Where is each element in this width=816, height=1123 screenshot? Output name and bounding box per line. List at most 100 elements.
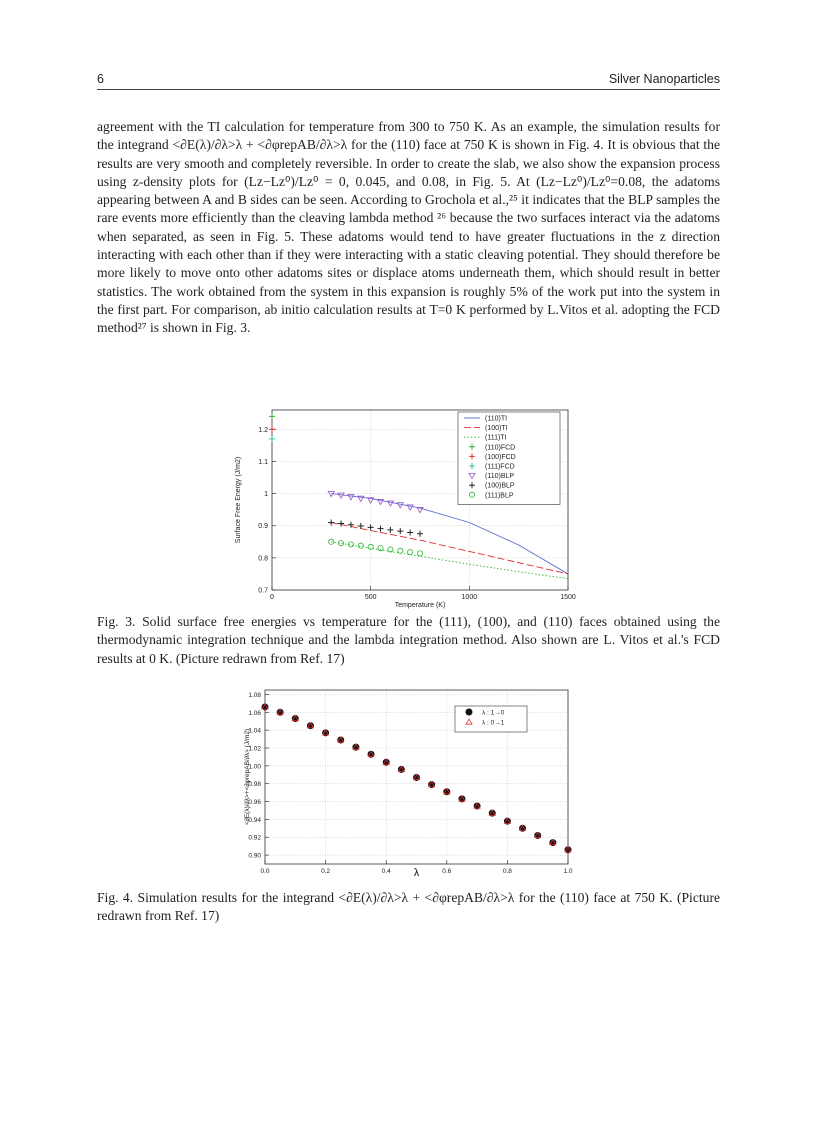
plot-frame [271,409,569,591]
y-tick-label: 0.90 [248,853,261,860]
legend-swatch [469,453,475,460]
y-tick-label: 1 [264,491,268,498]
x-tick-label: 0.0 [260,868,269,875]
data-point [321,729,330,736]
legend-label: (110)TI [485,416,507,423]
y-tick-label: 0.8 [258,555,268,562]
y-axis-label: <∂E(λ)/∂λ>+<∂φrepAB/∂λ> (J/m2) [244,729,251,825]
legend-swatch [468,473,476,480]
data-point [306,721,315,729]
data-point [382,758,390,765]
data-point [549,838,557,846]
y-tick-label: 1.08 [248,692,261,699]
legend-swatch [469,463,475,469]
data-point [291,714,299,722]
data-point [269,413,275,420]
figure-caption: Fig. 4. Simulation results for the integ… [97,890,720,924]
data-point [412,773,421,781]
data-point [261,703,269,710]
x-tick-label: 0 [270,594,274,601]
data-point [357,523,364,530]
data-point [503,817,512,824]
data-point [347,494,355,501]
y-tick-label: 1.04 [248,728,261,735]
data-point [397,528,404,535]
legend-label: (100)BLP [485,483,515,490]
data-point [406,504,414,511]
data-point [376,499,385,506]
data-point [488,809,496,816]
data-point [367,524,374,531]
figure-caption: Fig. 3. Solid surface free energies vs t… [97,614,720,666]
data-point [327,490,335,498]
legend-swatch [469,482,475,489]
y-axis-label: Surface Free Energy (J/m2) [235,457,242,543]
data-point [458,795,466,802]
running-title: Silver Nanoparticles [608,72,720,86]
y-tick-label: 1.00 [248,763,261,770]
y-tick-label: 1.06 [248,710,261,717]
legend-label: λ : 1→0 [482,710,505,717]
y-tick-label: 0.94 [248,817,261,824]
data-point [367,750,375,757]
x-tick-label: 0.8 [503,868,512,875]
y-tick-label: 0.96 [248,799,261,806]
data-point [387,526,394,533]
data-point [416,507,424,514]
legend-label: (110)FCD [485,444,515,451]
data-point [407,549,414,556]
data-point [377,545,384,552]
data-line [331,493,569,575]
legend-label: (111)FCD [485,464,515,471]
data-point [377,525,384,532]
x-tick-label: 1500 [560,594,576,601]
plot-frame [264,689,569,865]
data-point [443,787,451,795]
x-axis-label: Temperature (K) [395,602,446,609]
figure-3-chart: 0 500 1000 1500 0.7 0.8 0.9 1 1.1 1.2 Temperature … [235,409,576,609]
data-point [386,500,395,508]
data-point [347,521,354,528]
data-point [269,426,275,433]
x-tick-label: 0.4 [382,868,391,875]
x-tick-label: 500 [365,594,377,601]
data-point [396,502,404,509]
x-tick-label: 0.2 [321,868,330,875]
legend-label: (111)BLP [485,492,514,499]
x-tick-label: 0.6 [442,868,451,875]
x-tick-label: 1000 [462,594,478,601]
data-point [338,520,345,527]
legend-label: (100)FCD [485,454,516,461]
data-point [417,530,423,537]
data-point [347,541,354,548]
legend-swatch [465,718,473,725]
y-tick-label: 1.2 [258,427,268,434]
figure-4-chart: 0.0 0.2 0.4 0.6 0.8 1.0 0.90 0.92 0.94 0.96 0.98 1.… [244,689,573,876]
page-number: 6 [97,72,104,86]
data-point [328,519,335,526]
y-tick-label: 1.02 [248,746,261,753]
data-point [397,547,404,554]
data-point [473,802,481,809]
legend-swatch [468,491,475,498]
x-tick-label: 1.0 [563,868,572,875]
data-line [331,522,569,575]
data-point [269,435,275,442]
data-point [337,736,345,743]
data-point [357,495,365,503]
data-point [407,529,414,536]
data-point [534,831,542,839]
y-tick-label: 0.9 [258,523,268,530]
legend-label: (100)TI [485,425,508,432]
data-point [387,546,394,553]
x-axis-label: λ [414,866,420,876]
data-point [518,824,527,831]
data-point [427,780,436,788]
data-point [352,743,360,750]
header-rule [97,89,720,90]
data-point [366,497,375,504]
data-point [338,540,345,547]
data-point [416,550,423,557]
data-point [367,543,374,550]
